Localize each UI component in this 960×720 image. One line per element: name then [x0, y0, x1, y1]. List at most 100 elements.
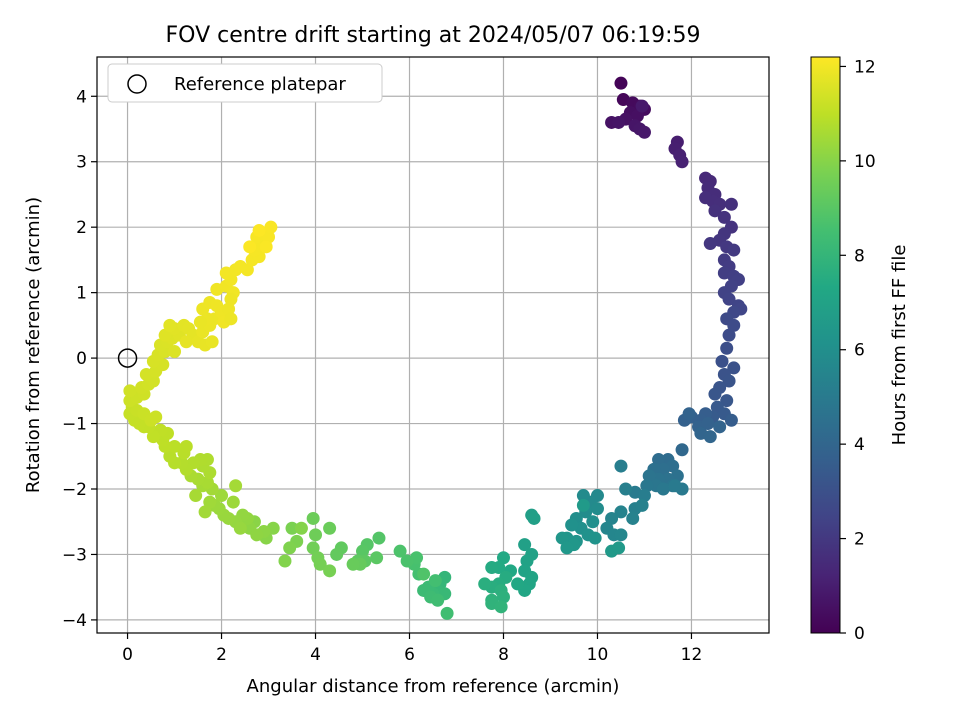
scatter-point	[590, 502, 604, 516]
scatter-point	[560, 541, 574, 555]
scatter-point	[313, 557, 327, 571]
scatter-point	[727, 361, 741, 375]
scatter-point	[485, 561, 499, 575]
scatter-point	[637, 125, 651, 139]
scatter-point	[656, 482, 670, 496]
scatter-point	[576, 489, 590, 503]
scatter-point	[722, 292, 736, 306]
scatter-point	[168, 439, 182, 453]
scatter-point	[699, 191, 713, 205]
y-tick-label: −4	[62, 611, 87, 631]
scatter-point	[123, 384, 137, 398]
scatter-point	[259, 240, 273, 254]
scatter-point	[642, 469, 656, 483]
x-tick-label: 4	[310, 645, 321, 665]
scatter-point	[330, 547, 344, 561]
x-tick-label: 10	[587, 645, 609, 665]
scatter-point	[656, 462, 670, 476]
scatter-point	[179, 335, 193, 349]
scatter-point	[262, 230, 276, 244]
x-axis-ticks: 0 2 4 6 8 10 12	[122, 633, 702, 665]
scatter-point	[708, 204, 722, 218]
colorbar-tick-label: 4	[854, 435, 865, 455]
scatter-point	[222, 302, 236, 316]
scatter-point	[715, 354, 729, 368]
scatter-point	[588, 531, 602, 545]
scatter-point	[724, 413, 738, 427]
scatter-point	[576, 498, 590, 512]
scatter-point	[717, 210, 731, 224]
y-tick-label: 1	[76, 284, 87, 304]
scatter-point	[614, 528, 628, 542]
scatter-point	[393, 544, 407, 558]
scatter-point	[189, 489, 203, 503]
scatter-point	[494, 600, 508, 614]
scatter-point	[205, 335, 219, 349]
scatter-point	[520, 554, 534, 568]
scatter-point	[527, 511, 541, 525]
scatter-point	[323, 521, 337, 535]
colorbar-tick-label: 12	[854, 57, 876, 77]
scatter-point	[724, 197, 738, 211]
y-tick-label: 3	[76, 153, 87, 173]
scatter-point	[637, 489, 651, 503]
scatter-point	[675, 443, 689, 457]
scatter-point	[614, 459, 628, 473]
x-tick-label: 8	[498, 645, 509, 665]
scatter-point	[224, 292, 238, 306]
scatter-point	[215, 489, 229, 503]
scatter-point	[727, 243, 741, 257]
scatter-point	[720, 341, 734, 355]
scatter-point	[400, 554, 414, 568]
scatter-point	[252, 223, 266, 237]
colorbar	[810, 56, 841, 634]
chart-title: FOV centre drift starting at 2024/05/07 …	[166, 23, 701, 48]
scatter-point	[496, 551, 510, 565]
scatter-point	[713, 420, 727, 434]
scatter-point	[306, 541, 320, 555]
scatter-point	[630, 109, 644, 123]
scatter-point	[203, 495, 217, 509]
scatter-point	[612, 115, 626, 129]
scatter-point	[285, 521, 299, 535]
scatter-point	[703, 430, 717, 444]
scatter-point	[478, 577, 492, 591]
scatter-point	[278, 554, 292, 568]
legend: Reference platepar	[107, 63, 383, 103]
scatter-point	[619, 482, 633, 496]
x-axis-label: Angular distance from reference (arcmin)	[247, 676, 620, 697]
scatter-point	[168, 345, 182, 359]
scatter-point	[149, 410, 163, 424]
scatter-points	[123, 76, 748, 620]
scatter-point	[703, 237, 717, 251]
x-tick-label: 6	[404, 645, 415, 665]
scatter-point	[431, 593, 445, 607]
scatter-point	[179, 439, 193, 453]
y-tick-label: −1	[62, 415, 87, 435]
scatter-point	[727, 318, 741, 332]
scatter-point	[283, 541, 297, 555]
scatter-point	[356, 544, 370, 558]
scatter-point	[250, 528, 264, 542]
legend-box	[107, 63, 383, 103]
scatter-point	[158, 328, 172, 342]
y-tick-label: 4	[76, 87, 87, 107]
scatter-point	[428, 574, 442, 588]
y-axis-ticks: −4 −3 −2 −1 0 1 2 3 4	[62, 87, 97, 631]
y-tick-label: −3	[62, 545, 87, 565]
colorbar-tick-label: 6	[854, 341, 865, 361]
y-tick-label: −2	[62, 480, 87, 500]
x-tick-label: 0	[122, 645, 133, 665]
scatter-point	[309, 528, 323, 542]
scatter-point	[708, 387, 722, 401]
y-tick-label: 0	[76, 349, 87, 369]
scatter-point	[163, 318, 177, 332]
scatter-point	[652, 453, 666, 467]
scatter-point	[306, 511, 320, 525]
scatter-point	[518, 538, 532, 552]
scatter-point	[675, 155, 689, 169]
x-tick-label: 12	[681, 645, 703, 665]
scatter-point	[640, 479, 654, 493]
scatter-point	[614, 76, 628, 90]
scatter-point	[243, 240, 257, 254]
